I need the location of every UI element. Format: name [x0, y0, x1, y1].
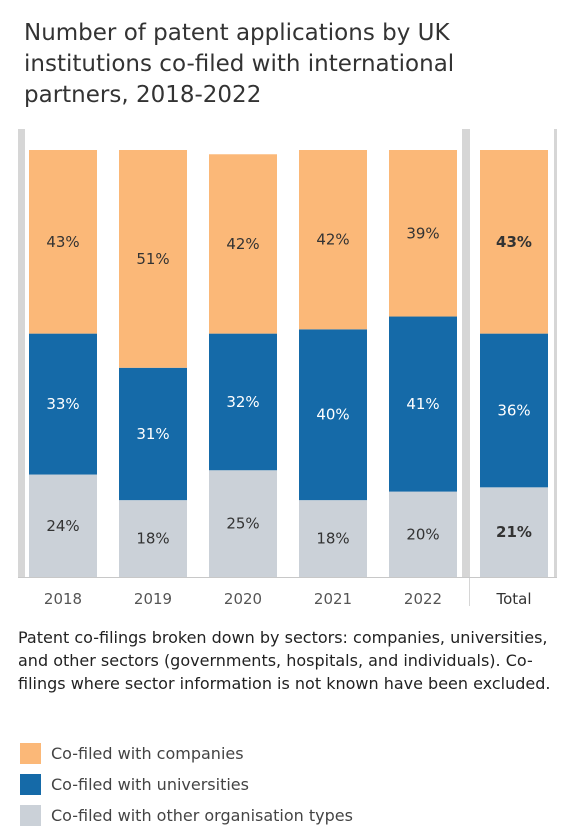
- bar-other-2022: [389, 491, 457, 577]
- bar-universities-2019: [119, 367, 187, 501]
- data-label-other-2018: 24%: [46, 517, 79, 535]
- data-label-universities-2018: 33%: [46, 395, 79, 413]
- bar-other-2018: [29, 474, 97, 577]
- data-label-other-total: 21%: [496, 523, 532, 541]
- data-label-companies-2019: 51%: [136, 250, 169, 268]
- legend-swatch-universities: [20, 774, 41, 795]
- x-tick-label-total: Total: [495, 590, 531, 608]
- legend-item-universities: Co-filed with universities: [20, 769, 353, 800]
- data-label-companies-2022: 39%: [406, 224, 439, 242]
- bar-universities-2022: [389, 316, 457, 492]
- x-tick-label-2019: 2019: [134, 590, 172, 608]
- x-tick-label-2021: 2021: [314, 590, 352, 608]
- data-label-other-2019: 18%: [136, 530, 169, 548]
- data-label-companies-total: 43%: [496, 233, 532, 251]
- left-axis-line: [18, 129, 25, 578]
- bar-other-total: [480, 487, 548, 577]
- bar-universities-2020: [209, 333, 277, 471]
- legend-label-other: Co-filed with other organisation types: [51, 806, 353, 825]
- data-label-universities-2022: 41%: [406, 395, 439, 413]
- data-label-universities-2021: 40%: [316, 406, 349, 424]
- legend-swatch-other: [20, 805, 41, 826]
- data-label-universities-2020: 32%: [226, 393, 259, 411]
- data-label-other-2021: 18%: [316, 530, 349, 548]
- bar-companies-2019: [119, 150, 187, 368]
- x-tick-label-2018: 2018: [44, 590, 82, 608]
- legend: Co-filed with companies Co-filed with un…: [20, 738, 353, 831]
- x-tick-label-2020: 2020: [224, 590, 262, 608]
- bar-companies-2020: [209, 154, 277, 334]
- chart-title: Number of patent applications by UK inst…: [24, 20, 455, 108]
- data-label-companies-2021: 42%: [316, 231, 349, 249]
- data-label-universities-total: 36%: [497, 401, 530, 419]
- x-tick-label-2022: 2022: [404, 590, 442, 608]
- data-label-universities-2019: 31%: [136, 425, 169, 443]
- bar-other-2020: [209, 470, 277, 577]
- legend-swatch-companies: [20, 743, 41, 764]
- bar-universities-2018: [29, 333, 97, 475]
- bar-companies-total: [480, 150, 548, 334]
- stacked-bar-chart: 24% 33% 43% 2018 18% 31% 51% 2019 25% 32% 42% 2020 1…: [18, 129, 557, 608]
- right-axis-line: [554, 129, 557, 578]
- data-label-other-2020: 25%: [226, 515, 259, 533]
- bar-universities-total: [480, 333, 548, 488]
- legend-item-other: Co-filed with other organisation types: [20, 800, 353, 831]
- total-separator-line: [462, 129, 470, 578]
- bar-other-2019: [119, 500, 187, 577]
- legend-item-companies: Co-filed with companies: [20, 738, 353, 769]
- chart-note: Patent co-filings broken down by sectors…: [18, 628, 551, 693]
- data-label-companies-2020: 42%: [226, 235, 259, 253]
- legend-label-universities: Co-filed with universities: [51, 775, 249, 794]
- bar-other-2021: [299, 500, 367, 577]
- data-label-other-2022: 20%: [406, 525, 439, 543]
- legend-label-companies: Co-filed with companies: [51, 744, 244, 763]
- bar-companies-2022: [389, 150, 457, 317]
- data-label-companies-2018: 43%: [46, 233, 79, 251]
- bar-universities-2021: [299, 329, 367, 501]
- bar-companies-2018: [29, 150, 97, 334]
- bar-companies-2021: [299, 150, 367, 330]
